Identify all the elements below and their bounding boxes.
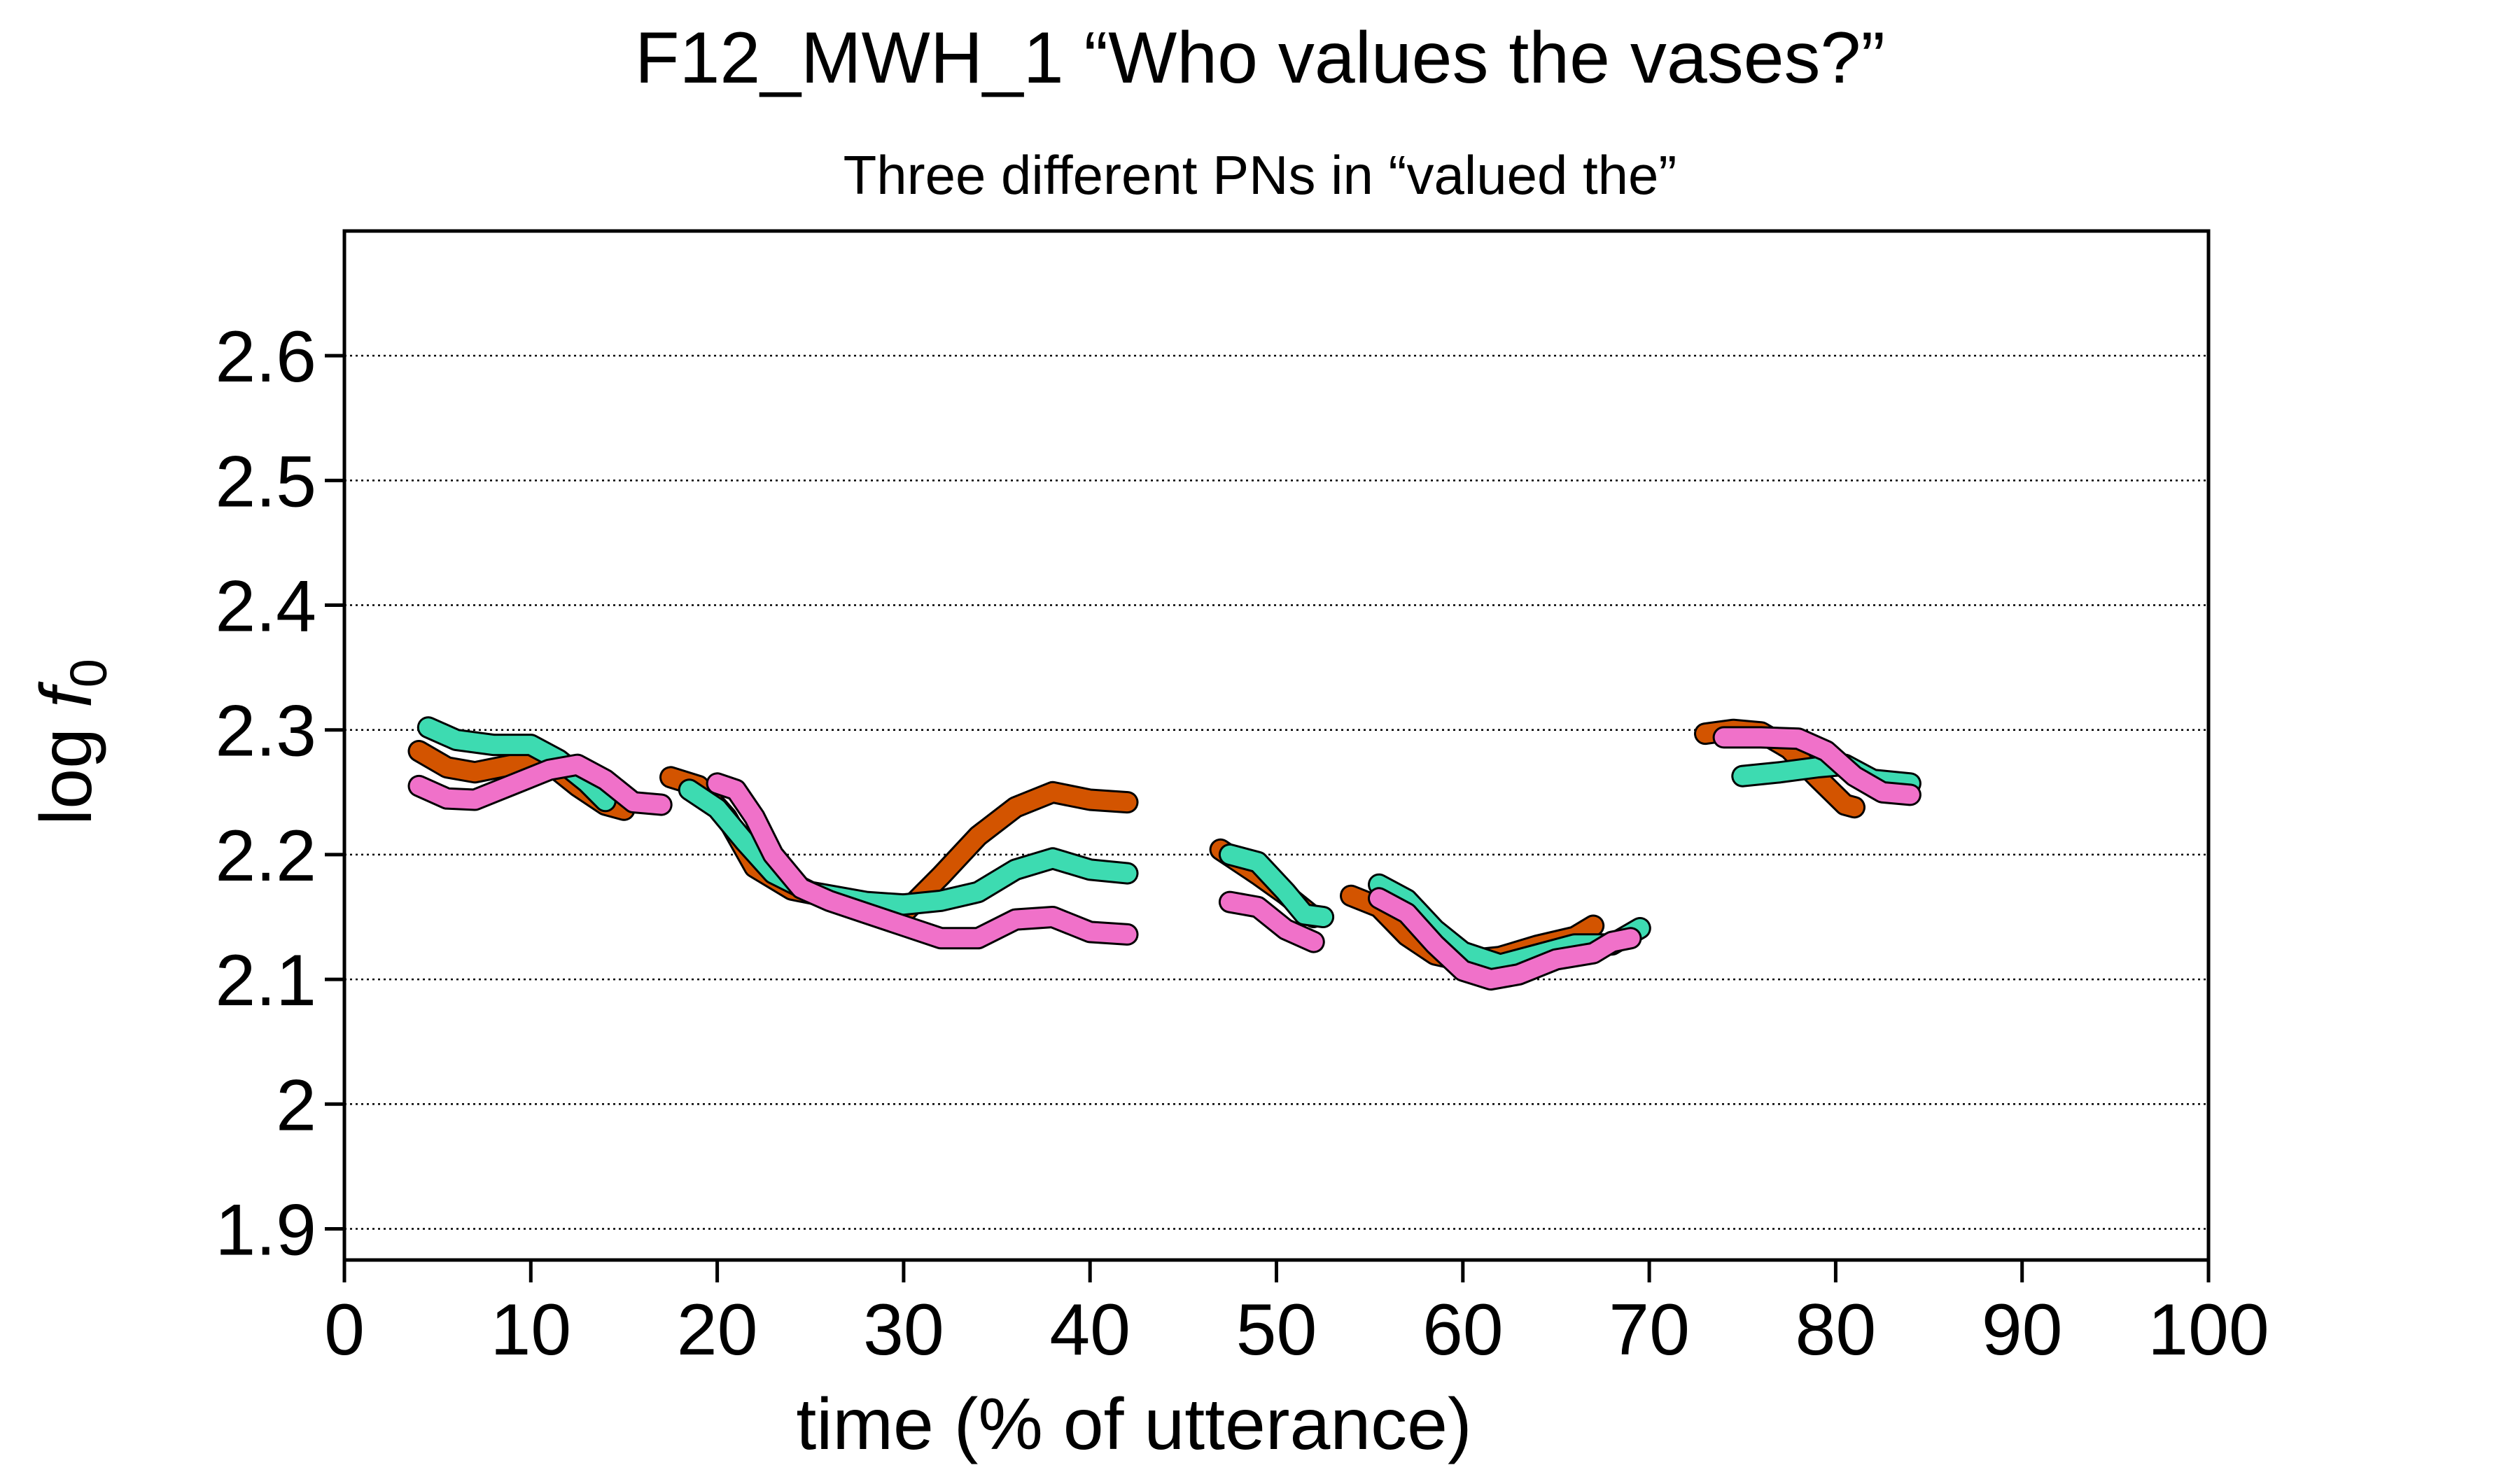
- x-tick-label: 10: [490, 1289, 571, 1371]
- x-tick-label: 100: [2148, 1289, 2269, 1371]
- x-tick-label: 50: [1236, 1289, 1317, 1371]
- y-tick-label: 2: [276, 1065, 316, 1146]
- y-axis-label: log f0: [26, 659, 118, 825]
- y-tick-label: 2.3: [215, 691, 316, 772]
- series-2: [416, 716, 1921, 976]
- y-tick-label: 1.9: [215, 1189, 316, 1270]
- y-axis-label-sub: 0: [59, 659, 118, 687]
- x-tick-label: 20: [677, 1289, 758, 1371]
- x-tick-label: 90: [1982, 1289, 2063, 1371]
- x-tick-label: 0: [324, 1289, 365, 1371]
- y-tick-label: 2.5: [215, 441, 316, 522]
- y-tick-label: 2.1: [215, 940, 316, 1021]
- y-tick-label: 2.2: [215, 816, 316, 897]
- x-axis-label: time (% of utterance): [796, 1384, 1471, 1465]
- y-tick-label: 2.4: [215, 566, 316, 648]
- x-tick-label: 70: [1609, 1289, 1690, 1371]
- x-tick-label: 30: [863, 1289, 944, 1371]
- plot-frame: [342, 229, 2211, 1262]
- x-tick-label: 40: [1049, 1289, 1130, 1371]
- series-line: [410, 755, 671, 814]
- axis-ticks: 1.9 2 2.1 2.2 2.3 2.4 2.5 2.6 0 10 20 30 40 50 60 70 80 9…: [215, 316, 2269, 1371]
- chart-subtitle: Three different PNs in “valued the”: [843, 144, 1677, 206]
- series-line: [680, 780, 1137, 914]
- x-tick-label: 80: [1795, 1289, 1877, 1371]
- series-3: [407, 726, 1921, 991]
- series-line: [708, 774, 1137, 948]
- series-line: [1220, 892, 1323, 951]
- chart-title: F12_MWH_1 “Who values the vases?”: [634, 18, 1886, 99]
- y-axis-label-main: log: [26, 708, 107, 825]
- series-line: [1370, 889, 1640, 989]
- y-tick-label: 2.6: [215, 316, 316, 398]
- data-series: [407, 716, 1921, 991]
- x-tick-label: 60: [1422, 1289, 1504, 1371]
- series-line: [1714, 728, 1919, 804]
- series-line: [1220, 845, 1333, 926]
